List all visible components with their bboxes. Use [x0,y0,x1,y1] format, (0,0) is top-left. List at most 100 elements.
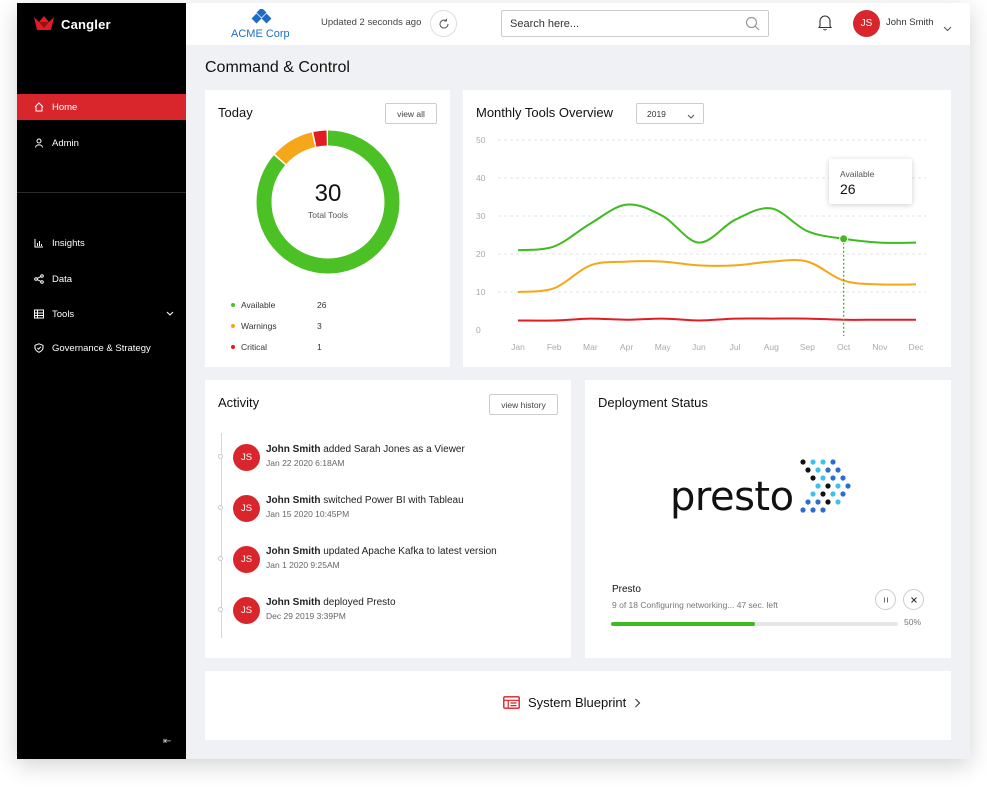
monthly-title: Monthly Tools Overview [476,105,614,120]
view-all-label: view all [397,108,425,119]
deployment-name: Presto [612,584,641,595]
legend-value: 3 [317,321,322,331]
top-header: ACME Corp Updated 2 seconds ago JS John … [186,3,970,45]
chevron-down-icon[interactable] [943,19,952,37]
logo-dot [835,467,841,473]
donut-segment-available [256,130,400,274]
logo-dot [825,483,831,489]
logo-dot [840,475,846,481]
org-logo-text: ACME Corp [231,28,290,40]
x-tick-label: Apr [620,342,633,352]
cangler-logo-icon [33,15,55,34]
sidebar-item-governance[interactable]: Governance & Strategy [17,335,186,361]
cancel-deployment-button[interactable] [903,589,924,610]
activity-date: Jan 1 2020 9:25AM [266,560,340,570]
legend-label: Warnings [241,321,277,331]
legend-value: 26 [317,300,327,310]
sidebar-item-home[interactable]: Home [17,94,186,120]
activity-date: Jan 15 2020 10:45PM [266,509,350,519]
brand[interactable]: Cangler [33,15,111,34]
sidebar-item-admin[interactable]: Admin [17,130,186,156]
activity-action: switched Power BI with Tableau [323,495,464,506]
user-initials: JS [860,18,873,29]
logo-dot [805,499,811,505]
activity-timeline [221,433,222,638]
logo-dot [835,499,841,505]
timeline-node [218,505,223,510]
sidebar-item-insights[interactable]: Insights [17,230,186,256]
presto-logo-dots-icon [800,459,851,513]
view-all-button[interactable]: view all [385,103,437,124]
logo-dot [810,507,816,513]
series-line-critical [517,317,916,322]
avatar-initials: JS [240,605,253,616]
activity-item[interactable]: JS John Smith deployed Presto Dec 29 201… [218,597,553,631]
collapse-sidebar-button[interactable]: ⇤ [163,736,171,747]
logo-dot [810,459,816,465]
last-updated-text: Updated 2 seconds ago [321,17,422,28]
activity-item[interactable]: JS John Smith added Sarah Jones as a Vie… [218,444,553,478]
avatar-initials: JS [240,554,253,565]
year-select[interactable]: 2019 [636,103,704,124]
close-icon [910,596,917,603]
activity-item[interactable]: JS John Smith switched Power BI with Tab… [218,495,553,529]
x-tick-label: Jun [692,342,706,352]
refresh-button[interactable] [430,10,457,37]
search-input[interactable] [502,11,732,36]
activity-action: updated Apache Kafka to latest version [323,546,497,557]
system-blueprint-link[interactable]: System Blueprint [503,695,641,710]
x-tick-label: Mar [583,342,598,352]
y-tick-label: 20 [476,249,486,259]
monthly-tools-card: Monthly Tools Overview 2019 0 10 20 30 40 50 J… [463,90,951,367]
pause-icon [883,597,888,602]
logo-dot [820,475,826,481]
tooltip-label: Available [840,169,875,179]
logo-dot [820,459,826,465]
refresh-icon [439,18,449,29]
sidebar-item-label: Insights [52,237,85,249]
search-icon[interactable] [745,16,760,36]
tooltip-value: 26 [840,181,856,197]
year-select-value: 2019 [647,108,666,119]
logo-dot [800,459,806,465]
view-history-button[interactable]: view history [489,394,558,415]
sidebar-divider [17,192,186,193]
acme-corp-logo[interactable]: ACME Corp [231,9,291,41]
notifications-bell-icon[interactable] [817,14,833,36]
legend-dot [231,345,235,349]
sidebar-item-tools[interactable]: Tools [17,301,186,327]
activity-avatar: JS [233,444,260,471]
share-icon [34,274,44,284]
activity-action: added Sarah Jones as a Viewer [323,444,465,455]
y-tick-label: 30 [476,211,486,221]
logo-dot [845,483,851,489]
system-blueprint-card: System Blueprint [205,671,951,740]
x-tick-label: Oct [837,342,851,352]
legend-warnings: Warnings 3 [231,321,322,331]
highlight-point[interactable] [839,234,849,244]
x-tick-label: Aug [764,342,779,352]
series-line-available [517,203,917,252]
user-name[interactable]: John Smith [886,17,934,28]
chevron-right-icon [635,698,641,707]
today-donut-chart [256,130,400,274]
home-icon [34,102,44,112]
pause-button[interactable] [875,589,896,610]
chevron-down-icon[interactable] [166,309,174,320]
y-tick-label: 0 [476,325,481,335]
activity-avatar: JS [233,495,260,522]
activity-item[interactable]: JS John Smith updated Apache Kafka to la… [218,546,553,580]
deployment-status-card: Deployment Status presto Presto 9 of 18 … [585,380,951,658]
activity-user: John Smith [266,546,321,557]
legend-label: Critical [241,342,267,352]
sidebar-item-data[interactable]: Data [17,266,186,292]
logo-dot [815,499,821,505]
legend-dot [231,303,235,307]
logo-dot [830,459,836,465]
activity-user: John Smith [266,597,321,608]
app-window: Cangler Home Admin Insights Data [17,3,970,759]
progress-fill [611,622,755,626]
sidebar-item-label: Home [52,101,78,113]
logo-dot [810,491,816,497]
user-avatar[interactable]: JS [853,10,880,37]
